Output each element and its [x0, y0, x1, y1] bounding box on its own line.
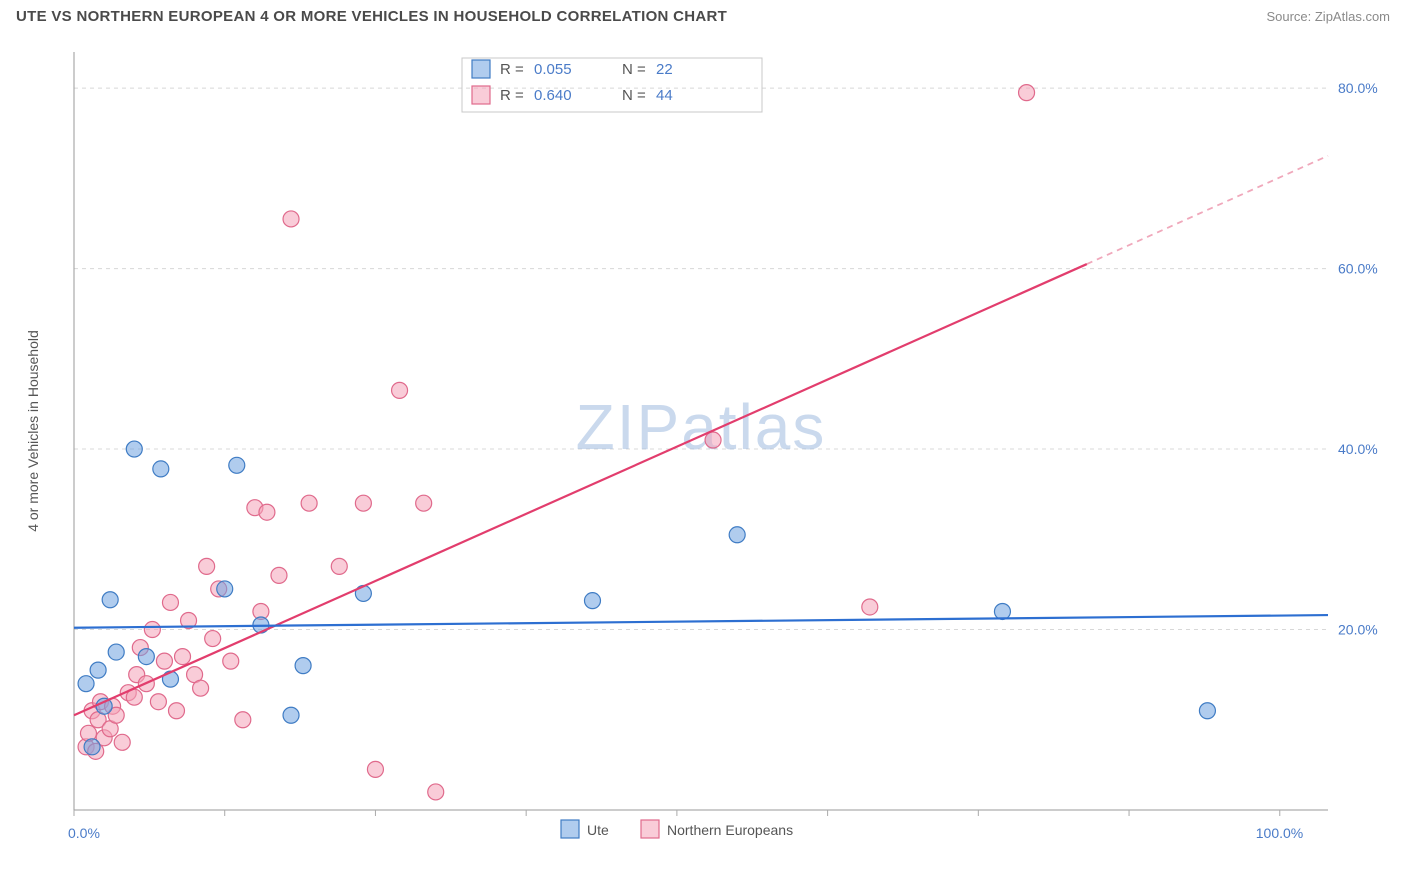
data-point [114, 734, 130, 750]
data-point [229, 457, 245, 473]
legend-swatch [472, 86, 490, 104]
data-point [235, 712, 251, 728]
stat-r-label: R = [500, 61, 524, 78]
legend-label: Ute [587, 822, 609, 838]
y-tick-label: 20.0% [1338, 622, 1378, 638]
data-point [428, 784, 444, 800]
data-point [392, 382, 408, 398]
data-point [168, 703, 184, 719]
data-point [1199, 703, 1215, 719]
y-tick-label: 40.0% [1338, 441, 1378, 457]
data-point [156, 653, 172, 669]
data-point [283, 707, 299, 723]
data-point [150, 694, 166, 710]
x-label-right: 100.0% [1256, 825, 1303, 841]
data-point [705, 432, 721, 448]
data-point [108, 644, 124, 660]
data-point [283, 211, 299, 227]
stat-r-label: R = [500, 87, 524, 104]
source-attribution: Source: ZipAtlas.com [1266, 9, 1390, 24]
data-point [162, 671, 178, 687]
data-point [223, 653, 239, 669]
data-point [153, 461, 169, 477]
stat-n-label: N = [622, 87, 646, 104]
y-tick-label: 60.0% [1338, 261, 1378, 277]
data-point [193, 680, 209, 696]
data-point [84, 739, 100, 755]
data-point [144, 622, 160, 638]
data-point [367, 761, 383, 777]
data-point [78, 676, 94, 692]
data-point [862, 599, 878, 615]
data-point [1019, 85, 1035, 101]
data-point [138, 649, 154, 665]
chart-svg: 20.0% 40.0% 60.0% 80.0% 0.0% 100.0% 4 or more … [16, 40, 1390, 882]
data-point [331, 558, 347, 574]
legend-swatch [472, 60, 490, 78]
data-point [217, 581, 233, 597]
data-point [301, 495, 317, 511]
trend-line-pink-dash [1087, 156, 1328, 264]
data-point [126, 441, 142, 457]
data-point [584, 593, 600, 609]
legend-swatch [641, 820, 659, 838]
stat-r-value: 0.640 [534, 87, 572, 104]
data-point [199, 558, 215, 574]
y-axis-title: 4 or more Vehicles in Household [25, 330, 41, 532]
stat-r-value: 0.055 [534, 61, 572, 78]
chart-header: UTE VS NORTHERN EUROPEAN 4 OR MORE VEHIC… [0, 0, 1406, 27]
data-point [295, 658, 311, 674]
stat-n-label: N = [622, 61, 646, 78]
watermark: ZIPatlas [576, 391, 827, 463]
data-point [175, 649, 191, 665]
x-label-left: 0.0% [68, 825, 100, 841]
stat-n-value: 22 [656, 61, 673, 78]
chart-title: UTE VS NORTHERN EUROPEAN 4 OR MORE VEHIC… [16, 8, 727, 25]
data-point [259, 504, 275, 520]
data-point [271, 567, 287, 583]
legend-label: Northern Europeans [667, 822, 793, 838]
data-point [102, 592, 118, 608]
data-point [355, 495, 371, 511]
data-point [729, 527, 745, 543]
correlation-chart: 20.0% 40.0% 60.0% 80.0% 0.0% 100.0% 4 or more … [16, 40, 1390, 882]
data-point [994, 603, 1010, 619]
trend-line-pink [74, 264, 1087, 715]
data-point [162, 594, 178, 610]
data-point [90, 662, 106, 678]
stat-n-value: 44 [656, 87, 673, 104]
data-point [205, 631, 221, 647]
legend-swatch [561, 820, 579, 838]
y-tick-label: 80.0% [1338, 80, 1378, 96]
data-point [416, 495, 432, 511]
